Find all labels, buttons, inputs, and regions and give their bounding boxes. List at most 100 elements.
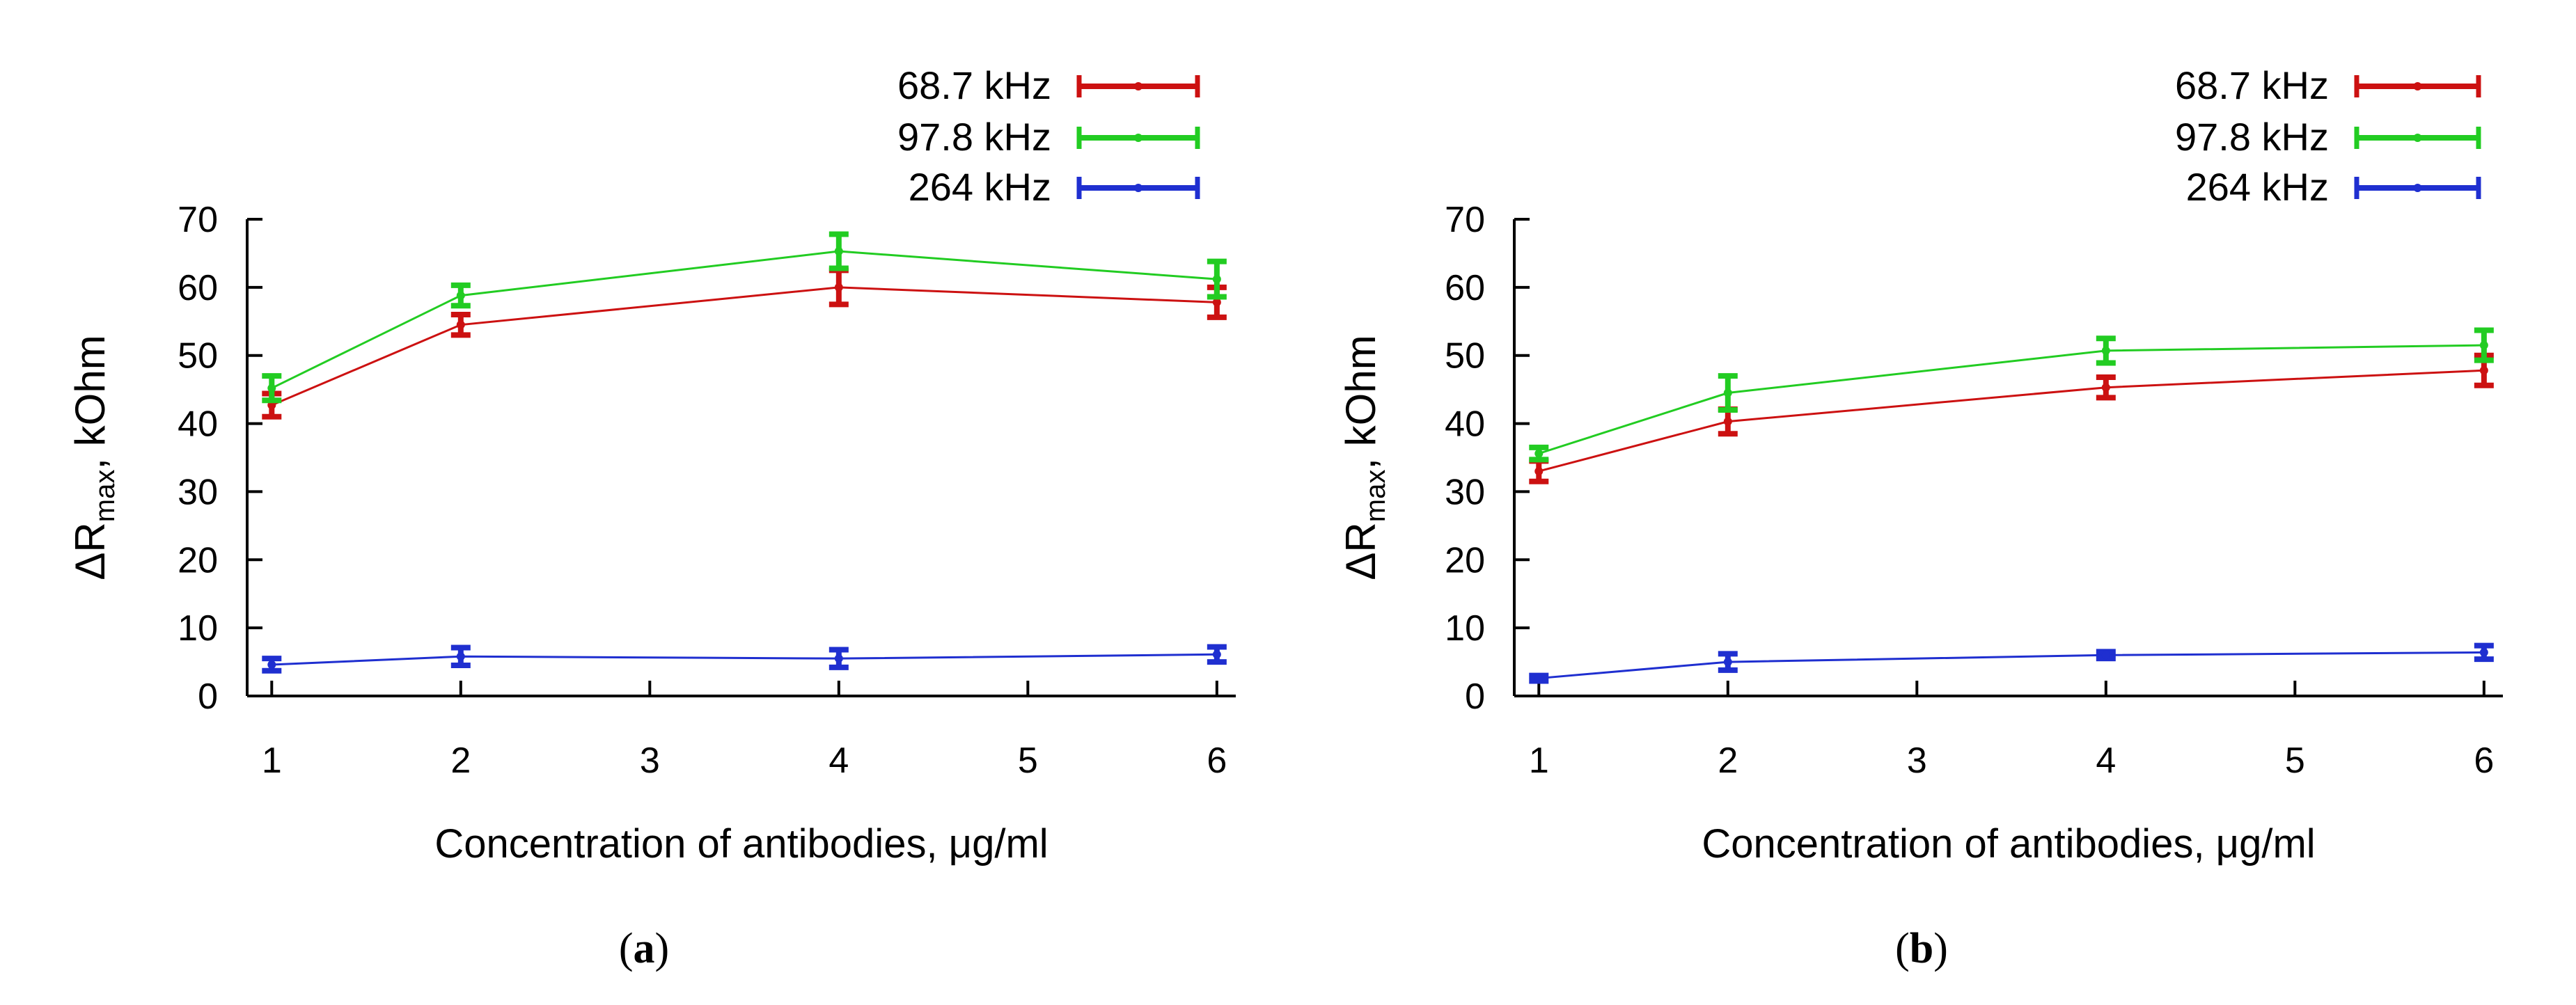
- y-axis-label-sub: max: [90, 470, 120, 523]
- x-tick-label: 4: [2096, 741, 2116, 781]
- series-97-8-khz: [262, 231, 1227, 404]
- subfigure-label: (b): [1895, 925, 1948, 972]
- x-tick-label: 5: [2285, 741, 2305, 781]
- data-point: [456, 320, 465, 329]
- y-tick-label: 30: [178, 472, 218, 512]
- y-tick-label: 10: [178, 608, 218, 649]
- subfigure-paren-open: (: [619, 925, 634, 972]
- chart-panel-b: 0 10 20 30 40 50 60 70 1 2 3 4 5 6 Concentration of an…: [1337, 63, 2503, 972]
- y-axis-label: ΔRmax, kOhm: [67, 335, 120, 580]
- data-point: [1534, 674, 1544, 683]
- y-axis-label-tail: , kOhm: [1337, 335, 1384, 469]
- series-line: [271, 286, 1217, 406]
- y-tick-label: 30: [1445, 472, 1485, 512]
- data-point: [1212, 275, 1221, 284]
- y-tick-label: 60: [178, 268, 218, 308]
- series-68-7-khz: [262, 267, 1227, 420]
- legend-label: 68.7 kHz: [897, 63, 1051, 107]
- subfigure-letter: a: [634, 925, 655, 972]
- data-point: [1212, 298, 1221, 307]
- data-point: [2101, 346, 2110, 355]
- y-tick-label: 60: [1445, 268, 1485, 308]
- x-axis-label: Concentration of antibodies, μg/ml: [434, 821, 1048, 866]
- x-axis-label: Concentration of antibodies, μg/ml: [1702, 821, 2315, 866]
- legend-marker: [1134, 134, 1142, 142]
- data-point: [1212, 650, 1221, 659]
- y-axis-label-main: ΔR: [67, 522, 113, 580]
- series-68-7-khz: [1529, 352, 2494, 484]
- x-tick-label: 4: [828, 741, 849, 781]
- x-tick-label: 6: [1207, 741, 1227, 781]
- y-tick-label: 0: [1465, 676, 1485, 717]
- data-point: [456, 652, 465, 661]
- legend-label: 97.8 kHz: [897, 115, 1051, 159]
- legend-label: 68.7 kHz: [2175, 63, 2329, 107]
- series-264-khz: [1529, 642, 2494, 684]
- data-point: [2101, 383, 2110, 392]
- series-97-8-khz: [1529, 327, 2494, 463]
- legend-marker: [2413, 184, 2422, 192]
- subfigure-paren-close: ): [1933, 925, 1948, 972]
- x-tick-label: 3: [640, 741, 660, 781]
- subfigure-paren-close: ): [655, 925, 670, 972]
- x-tick-label: 2: [450, 741, 471, 781]
- series-line: [271, 250, 1217, 390]
- chart-panel-a: 0 10 20 30 40 50 60 70 1 2 3 4 5 6 Concentration of an…: [67, 63, 1236, 972]
- legend-label: 264 kHz: [909, 165, 1051, 209]
- data-point: [1723, 388, 1732, 397]
- data-point: [2101, 651, 2110, 660]
- data-point: [834, 283, 843, 292]
- legend-marker: [1134, 184, 1142, 192]
- y-axis-label-tail: , kOhm: [67, 335, 113, 469]
- legend-entry: 68.7 kHz: [897, 63, 1200, 107]
- y-axis-label-main: ΔR: [1337, 522, 1384, 580]
- legend-marker: [1134, 82, 1142, 90]
- y-axis-label-sub: max: [1360, 470, 1391, 523]
- y-tick-label: 40: [178, 404, 218, 445]
- y-tick-label: 50: [1445, 336, 1485, 377]
- data-point: [2479, 648, 2488, 657]
- data-point: [1723, 658, 1732, 667]
- data-point: [456, 291, 465, 300]
- y-tick-label: 40: [1445, 404, 1485, 445]
- legend-entry: 97.8 kHz: [897, 115, 1200, 159]
- legend-entry: 264 kHz: [909, 165, 1200, 209]
- data-point: [1534, 467, 1544, 476]
- series-line: [1539, 651, 2484, 680]
- data-point: [1723, 417, 1732, 426]
- series-line: [272, 653, 1217, 666]
- y-axis-label: ΔRmax, kOhm: [1337, 335, 1391, 580]
- legend-label: 97.8 kHz: [2175, 115, 2329, 159]
- data-point: [2479, 366, 2488, 375]
- x-tick-label: 2: [1718, 741, 1738, 781]
- subfigure-letter: b: [1910, 925, 1933, 972]
- subfigure-paren-open: (: [1895, 925, 1910, 972]
- data-point: [267, 660, 276, 669]
- legend-marker: [2413, 134, 2422, 142]
- legend-entry: 97.8 kHz: [2175, 115, 2481, 159]
- legend-entry: 68.7 kHz: [2175, 63, 2481, 107]
- y-tick-label: 0: [198, 676, 218, 717]
- legend-label: 264 kHz: [2186, 165, 2329, 209]
- series-264-khz: [262, 644, 1227, 674]
- y-tick-label: 70: [1445, 200, 1485, 240]
- y-tick-label: 20: [1445, 540, 1485, 580]
- data-point: [2479, 341, 2488, 350]
- subfigure-label: (a): [619, 925, 669, 972]
- series-line: [1538, 344, 2484, 455]
- data-point: [834, 246, 843, 255]
- y-tick-label: 20: [178, 540, 218, 580]
- x-tick-label: 5: [1018, 741, 1038, 781]
- x-tick-label: 1: [262, 741, 282, 781]
- legend-marker: [2413, 82, 2422, 90]
- x-tick-label: 3: [1907, 741, 1927, 781]
- data-point: [1534, 449, 1544, 458]
- x-tick-label: 6: [2474, 741, 2494, 781]
- y-tick-label: 70: [178, 200, 218, 240]
- data-point: [267, 383, 276, 393]
- data-point: [834, 654, 843, 663]
- x-tick-label: 1: [1529, 741, 1549, 781]
- y-tick-label: 50: [178, 336, 218, 377]
- series-line: [1538, 369, 2484, 473]
